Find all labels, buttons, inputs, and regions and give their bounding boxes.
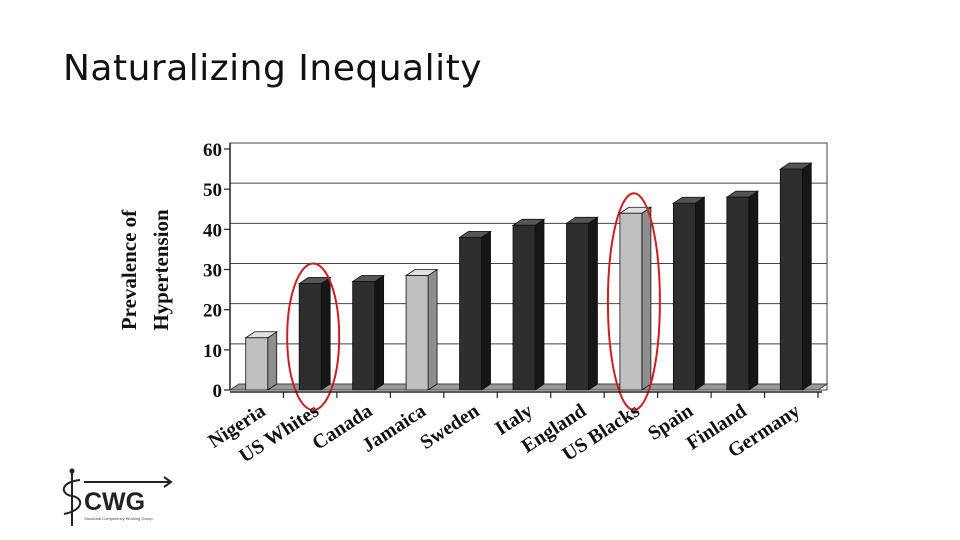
bar-front — [566, 222, 589, 391]
bars — [244, 162, 813, 391]
bar-front — [726, 196, 750, 391]
axes — [224, 143, 822, 398]
bar-spain — [672, 196, 706, 391]
bar-front — [779, 168, 803, 391]
slide-title: Naturalizing Inequality — [63, 48, 483, 89]
highlight-ellipse-us-whites — [286, 262, 341, 412]
caduceus-icon — [62, 468, 82, 526]
logo-subtitle: Structural Competency Working Group — [84, 516, 153, 521]
highlight-ellipses — [286, 192, 661, 412]
bar-front — [405, 275, 429, 391]
bar-finland — [725, 190, 760, 391]
y-tick-label-40: 40 — [203, 220, 222, 241]
y-tick-label-20: 20 — [203, 301, 222, 322]
bar-us-whites — [297, 276, 332, 391]
y-tick-label-50: 50 — [203, 180, 222, 201]
bar-germany — [778, 162, 813, 391]
bar-nigeria — [244, 331, 279, 391]
arrow-icon — [84, 476, 173, 488]
bar-front — [352, 281, 376, 391]
y-tick-label-0: 0 — [213, 381, 223, 402]
bar-front — [512, 224, 536, 391]
bar-canada — [351, 274, 385, 391]
y-axis-title-line1: Prevalence of — [117, 209, 141, 330]
bar-front — [619, 212, 643, 391]
y-tick-label-10: 10 — [203, 341, 222, 362]
y-tick-label-30: 30 — [203, 261, 222, 282]
y-tick-label-60: 60 — [203, 140, 222, 161]
logo-wordmark: CWG — [84, 488, 145, 516]
bar-front — [459, 236, 482, 391]
bar-us-blacks — [618, 206, 653, 391]
bar-jamaica — [404, 268, 439, 391]
y-axis-title-line2: Hypertension — [149, 209, 173, 331]
bar-front — [298, 283, 322, 391]
highlight-ellipse-us-blacks — [606, 192, 661, 411]
bar-england — [565, 216, 599, 391]
bar-italy — [511, 218, 546, 391]
bar-front — [245, 337, 269, 391]
bar-front — [672, 202, 696, 391]
bar-sweden — [458, 230, 492, 391]
